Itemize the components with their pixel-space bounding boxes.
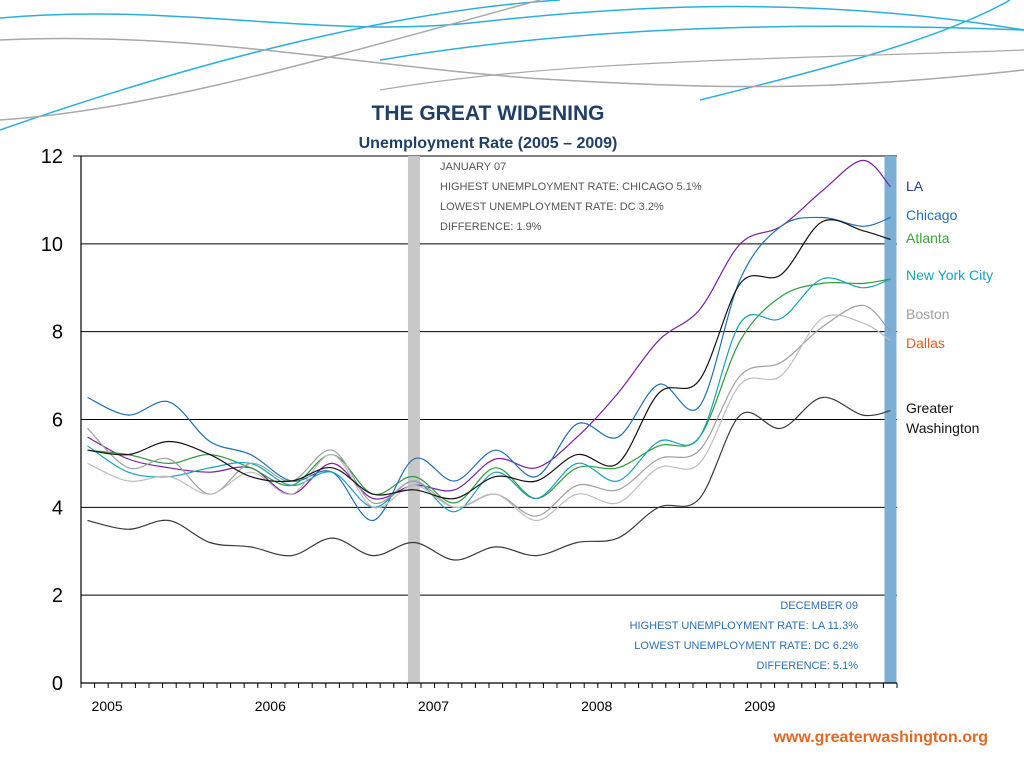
wave-line [0,37,1024,88]
series-line-greater-washington [87,219,891,500]
footer-url[interactable]: www.greaterwashington.org [773,729,988,746]
annotation-bottom-line: LOWEST UNEMPLOYMENT RATE: DC 6.2% [634,640,858,652]
legend-item: Chicago [906,207,958,223]
series-line-chicago [87,216,891,522]
annotation-bottom-line: DIFFERENCE: 5.1% [757,660,859,672]
x-tick-label: 2006 [255,698,286,714]
chart-subtitle: Unemployment Rate (2005 – 2009) [358,135,618,152]
axes [73,155,898,688]
y-tick-label: 10 [41,234,63,256]
series-line-new-york-city [87,277,891,513]
series-line-atlanta [87,278,891,504]
wave-line [0,0,561,131]
highlight-band-jan07 [407,156,420,683]
annotation-bottom-line: DECEMBER 09 [780,600,858,612]
x-tick-label: 2009 [744,698,775,714]
series-line-boston [87,304,891,517]
wave-line [699,0,1011,101]
y-tick-label: 8 [52,322,63,344]
annotation-top-line: DIFFERENCE: 1.9% [440,221,542,233]
legend-item: Dallas [906,335,945,351]
highlight-bands [407,156,897,683]
decorative-waves [0,0,1024,131]
wave-line [0,5,1024,31]
annotation-top-line: JANUARY 07 [440,161,506,173]
legend-item: New York City [906,267,994,283]
x-tick-label: 2007 [418,698,449,714]
y-tick-label: 12 [41,146,63,168]
wave-line [379,25,1024,61]
chart-title: THE GREAT WIDENING [371,102,605,125]
series-line-dallas [87,314,891,522]
legend-item: Greater Washington [906,400,980,436]
legend-item: Boston [906,306,950,322]
annotation-top-line: HIGHEST UNEMPLOYMENT RATE: CHICAGO 5.1% [440,181,702,193]
x-tick-label: 2008 [581,698,612,714]
x-tick-label: 2005 [92,698,123,714]
x-axis-ticks: 2005 2006 2007 2008 2009 [92,698,776,714]
y-tick-label: 0 [52,673,63,695]
y-axis-ticks: 0 2 4 6 8 10 12 [41,146,63,695]
annotations: JANUARY 07 HIGHEST UNEMPLOYMENT RATE: CHI… [440,161,858,672]
legend-item: LA [906,178,924,194]
legend-item: Atlanta [906,230,950,246]
wave-line [0,0,541,121]
y-tick-label: 6 [52,410,63,432]
series-line-la [87,159,891,500]
grid-lines [81,155,897,596]
wave-line [379,49,1024,91]
y-tick-label: 4 [52,497,63,519]
highlight-band-dec09 [884,156,897,683]
y-tick-label: 2 [52,585,63,607]
annotation-top-line: LOWEST UNEMPLOYMENT RATE: DC 3.2% [440,201,664,213]
series-line-unlabeled-7 [87,396,891,561]
series-lines [87,159,891,561]
annotation-bottom-line: HIGHEST UNEMPLOYMENT RATE: LA 11.3% [630,620,859,632]
